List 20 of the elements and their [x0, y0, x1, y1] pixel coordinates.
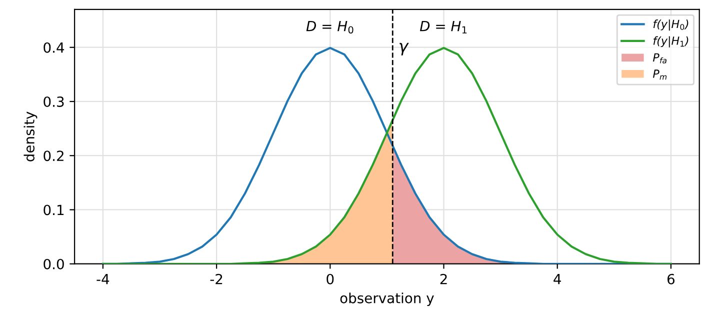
legend-label: P$_{m}$: [652, 70, 667, 80]
x-tick-label: 4: [554, 274, 561, 284]
legend-label: f(y|H$_{0}$): [653, 19, 688, 31]
x-tick-label: -4: [96, 274, 110, 284]
x-tick-label: 2: [440, 274, 447, 284]
y-tick-label: 0.2: [44, 150, 64, 162]
y-tick-label: 0.0: [44, 258, 64, 270]
annotation: D = H$_{0}$: [306, 21, 354, 34]
ref-line-label: γ: [400, 42, 409, 56]
y-tick-label: 0.1: [44, 204, 64, 216]
x-axis-title: observation y: [340, 292, 434, 306]
annotation: D = H$_{1}$: [420, 21, 467, 34]
x-tick-label: 0: [326, 274, 334, 284]
x-tick-label: -2: [210, 274, 222, 284]
legend-label: P$_{fa}$: [652, 53, 666, 64]
y-tick-label: 0.3: [44, 96, 64, 107]
legend-label: f(y|H$_{1}$): [653, 36, 688, 48]
y-tick-label: 0.4: [44, 42, 64, 53]
y-axis-title: density: [24, 112, 38, 162]
x-tick-label: 6: [668, 274, 674, 284]
